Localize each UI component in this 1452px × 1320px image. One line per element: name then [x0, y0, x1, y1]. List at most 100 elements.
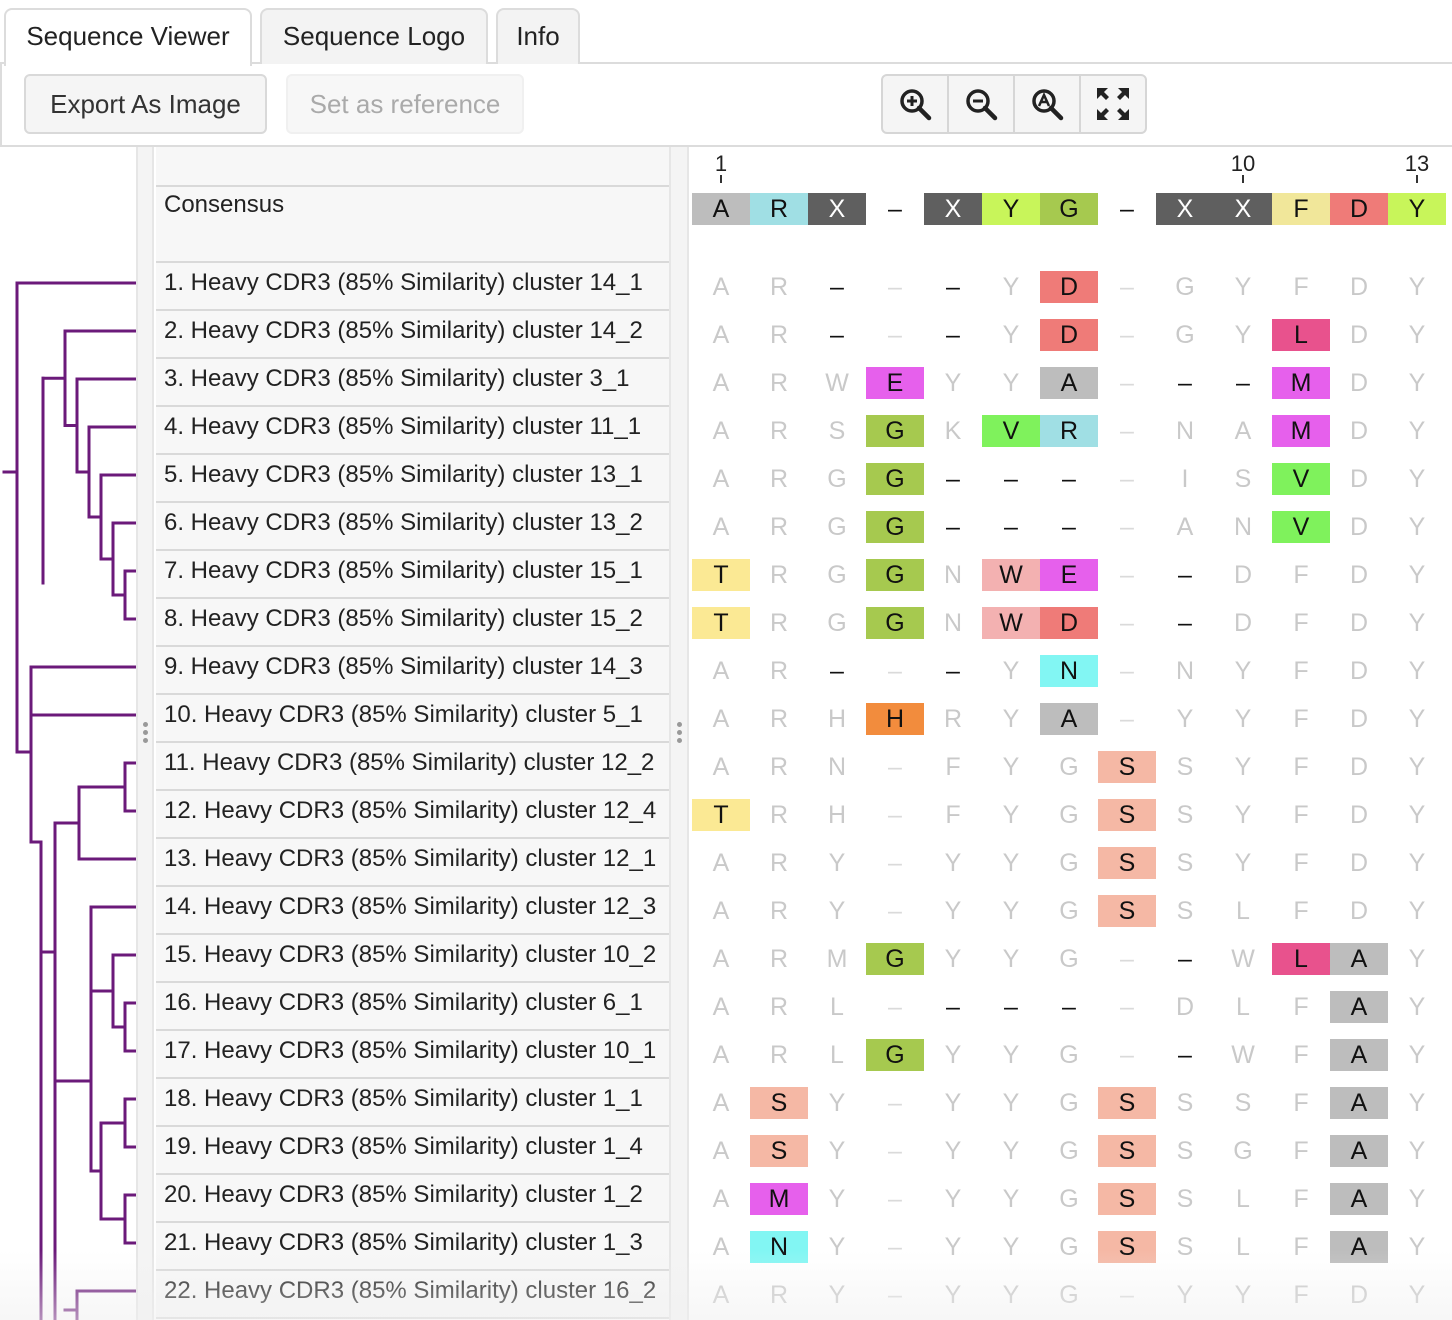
residue-cell: S [828, 417, 846, 445]
residue-cell: – [1120, 993, 1134, 1021]
sequence-name-row[interactable]: 17. Heavy CDR3 (85% Similarity) cluster … [156, 1031, 669, 1079]
sequence-name-row[interactable]: 2. Heavy CDR3 (85% Similarity) cluster 1… [156, 311, 669, 359]
tree-splitter-handle[interactable] [136, 147, 154, 1320]
residue-cell: D [1349, 1281, 1369, 1309]
sequence-viewer-panel: Consensus 1. Heavy CDR3 (85% Similarity)… [0, 145, 1452, 1320]
sequence-name-row[interactable]: 4. Heavy CDR3 (85% Similarity) cluster 1… [156, 407, 669, 455]
residue-cell: Y [1002, 801, 1020, 829]
consensus-residue: G [1040, 193, 1098, 225]
residue-cell: F [1293, 993, 1309, 1021]
residue-cell: S [1176, 1185, 1194, 1213]
residue-cell: G [866, 463, 924, 495]
residue-cell: R [769, 945, 789, 973]
consensus-label: Consensus [156, 185, 669, 263]
residue-cell: D [1349, 369, 1369, 397]
tab-bar: Sequence Viewer Sequence Logo Info [0, 0, 1452, 66]
residue-cell: – [830, 657, 844, 685]
residue-cell: R [769, 1041, 789, 1069]
sequence-name-row[interactable]: 8. Heavy CDR3 (85% Similarity) cluster 1… [156, 599, 669, 647]
residue-cell: Y [1002, 273, 1020, 301]
residue-cell: R [769, 561, 789, 589]
residue-cell: – [1004, 513, 1018, 541]
fit-to-screen-icon [1097, 88, 1129, 120]
residue-cell: Y [828, 849, 846, 877]
residue-cell: Y [1002, 1233, 1020, 1261]
tab-sequence-viewer[interactable]: Sequence Viewer [4, 8, 252, 66]
sequence-name-row[interactable]: 1. Heavy CDR3 (85% Similarity) cluster 1… [156, 263, 669, 311]
residue-cell: – [1120, 465, 1134, 493]
sequence-name-row[interactable]: 9. Heavy CDR3 (85% Similarity) cluster 1… [156, 647, 669, 695]
residue-cell: Y [944, 1041, 962, 1069]
residue-cell: A [1330, 1087, 1388, 1119]
residue-cell: R [769, 1281, 789, 1309]
residue-cell: D [1349, 321, 1369, 349]
consensus-residue: D [1330, 193, 1388, 225]
residue-cell: – [1120, 1281, 1134, 1309]
residue-cell: Y [944, 897, 962, 925]
zoom-reset-icon [1032, 89, 1064, 121]
sequence-name-row[interactable]: 11. Heavy CDR3 (85% Similarity) cluster … [156, 743, 669, 791]
zoom-reset-button[interactable] [1015, 76, 1081, 132]
sequence-name-row[interactable]: 20. Heavy CDR3 (85% Similarity) cluster … [156, 1175, 669, 1223]
ruler-tick [1416, 175, 1418, 183]
sequence-name-row[interactable]: 5. Heavy CDR3 (85% Similarity) cluster 1… [156, 455, 669, 503]
residue-cell: – [1178, 609, 1192, 637]
alignment-grid: 1 10 13 A R X – X Y G – X X F D Y A R – – – Y D – G Y F D Y A R – – – Y D – G… [689, 147, 1452, 1320]
sequence-name-row[interactable]: 3. Heavy CDR3 (85% Similarity) cluster 3… [156, 359, 669, 407]
sequence-name-row[interactable]: 13. Heavy CDR3 (85% Similarity) cluster … [156, 839, 669, 887]
sequence-name-row[interactable]: 16. Heavy CDR3 (85% Similarity) cluster … [156, 983, 669, 1031]
residue-cell: G [1059, 849, 1079, 877]
residue-cell: D [1233, 609, 1253, 637]
consensus-residue: X [1156, 193, 1214, 225]
sequence-name-row[interactable]: 15. Heavy CDR3 (85% Similarity) cluster … [156, 935, 669, 983]
residue-cell: – [1120, 609, 1134, 637]
residue-cell: – [946, 657, 960, 685]
residue-cell: N [943, 561, 963, 589]
residue-cell: Y [828, 1233, 846, 1261]
residue-cell: – [888, 849, 902, 877]
residue-cell: F [1293, 1089, 1309, 1117]
residue-cell: S [1098, 1231, 1156, 1263]
consensus-residue: X [924, 193, 982, 225]
residue-cell: Y [1234, 801, 1252, 829]
sequence-name-row[interactable]: 21. Heavy CDR3 (85% Similarity) cluster … [156, 1223, 669, 1271]
sequence-name-row[interactable]: 18. Heavy CDR3 (85% Similarity) cluster … [156, 1079, 669, 1127]
names-splitter-handle[interactable] [669, 147, 689, 1320]
residue-cell: Y [1002, 321, 1020, 349]
residue-cell: F [1293, 1185, 1309, 1213]
sequence-name-row[interactable]: 19. Heavy CDR3 (85% Similarity) cluster … [156, 1127, 669, 1175]
tab-divider [0, 62, 1452, 64]
residue-cell: S [1176, 753, 1194, 781]
residue-cell: – [888, 273, 902, 301]
residue-cell: – [888, 1185, 902, 1213]
residue-cell: Y [828, 1137, 846, 1165]
zoom-in-button[interactable] [883, 76, 949, 132]
residue-cell: – [1178, 561, 1192, 589]
sequence-name-row[interactable]: 14. Heavy CDR3 (85% Similarity) cluster … [156, 887, 669, 935]
residue-cell: G [827, 465, 847, 493]
residue-cell: – [888, 753, 902, 781]
export-as-image-button[interactable]: Export As Image [24, 74, 267, 134]
tab-info[interactable]: Info [496, 8, 580, 64]
residue-cell: Y [1002, 897, 1020, 925]
sequence-name-row[interactable]: 7. Heavy CDR3 (85% Similarity) cluster 1… [156, 551, 669, 599]
sequence-name-row[interactable]: 12. Heavy CDR3 (85% Similarity) cluster … [156, 791, 669, 839]
sequence-name-row[interactable]: 10. Heavy CDR3 (85% Similarity) cluster … [156, 695, 669, 743]
consensus-residue: – [888, 195, 902, 223]
fit-to-screen-button[interactable] [1081, 76, 1145, 132]
residue-cell: D [1349, 897, 1369, 925]
sequence-name-row[interactable]: 6. Heavy CDR3 (85% Similarity) cluster 1… [156, 503, 669, 551]
set-as-reference-button[interactable]: Set as reference [286, 74, 524, 134]
residue-cell: Y [1002, 1041, 1020, 1069]
residue-cell: D [1349, 609, 1369, 637]
tab-sequence-logo[interactable]: Sequence Logo [260, 8, 488, 64]
residue-cell: R [769, 753, 789, 781]
residue-cell: S [1176, 801, 1194, 829]
zoom-out-button[interactable] [949, 76, 1015, 132]
residue-cell: Y [1408, 1137, 1426, 1165]
residue-cell: G [866, 415, 924, 447]
sequence-name-row[interactable]: 22. Heavy CDR3 (85% Similarity) cluster … [156, 1271, 669, 1319]
ruler-tick [720, 175, 722, 183]
residue-cell: S [1176, 1137, 1194, 1165]
residue-cell: – [1236, 369, 1250, 397]
